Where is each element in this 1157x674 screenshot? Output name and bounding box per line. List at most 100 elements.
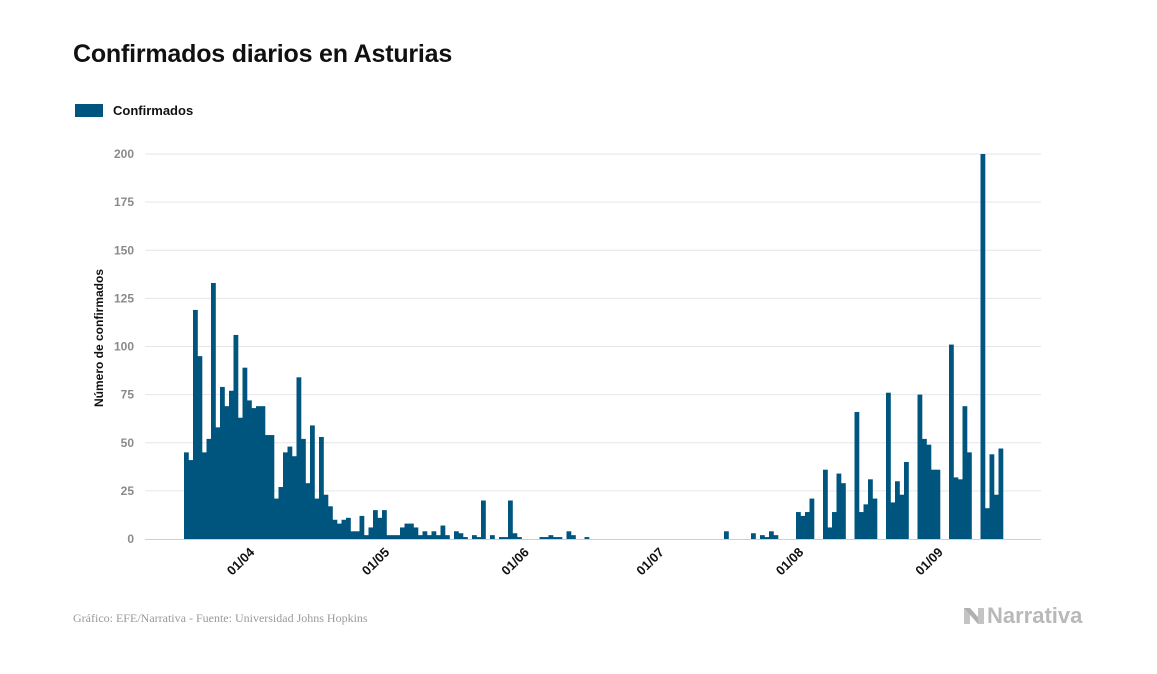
bar xyxy=(377,517,383,539)
bar xyxy=(283,452,288,539)
bar xyxy=(409,523,414,539)
bar xyxy=(436,535,441,539)
source-note: Gráfico: EFE/Narrativa - Fuente: Univers… xyxy=(73,611,368,625)
bar xyxy=(386,535,392,539)
bar xyxy=(508,500,513,539)
bar xyxy=(584,537,590,539)
y-tick-label: 125 xyxy=(114,291,134,305)
bar xyxy=(481,500,486,539)
bar xyxy=(310,425,315,539)
bar xyxy=(211,282,216,539)
bar xyxy=(314,498,320,539)
bar xyxy=(962,406,968,539)
bar xyxy=(197,356,203,539)
x-axis-ticks: 01/04 01/05 01/06 01/07 01/08 01/09 xyxy=(224,544,946,578)
y-tick-label: 50 xyxy=(121,436,135,450)
bar xyxy=(418,535,423,539)
bar xyxy=(773,535,779,539)
bar xyxy=(404,523,410,539)
bar xyxy=(364,535,369,539)
bar xyxy=(949,344,954,539)
bar xyxy=(796,512,801,539)
bar xyxy=(989,454,995,539)
bar xyxy=(301,438,306,539)
bar xyxy=(224,406,230,539)
bar xyxy=(337,523,342,539)
bar xyxy=(958,479,963,539)
bar xyxy=(931,469,936,539)
chart-title: Confirmados diarios en Asturias xyxy=(73,40,453,68)
bar xyxy=(458,533,464,539)
bar xyxy=(926,444,932,539)
bar xyxy=(980,154,986,539)
bar xyxy=(395,535,401,539)
bar xyxy=(251,408,257,539)
bar xyxy=(953,477,959,539)
bar xyxy=(904,462,909,539)
bar xyxy=(922,438,927,539)
bar xyxy=(440,525,446,539)
bar xyxy=(427,535,432,539)
bar xyxy=(823,469,828,539)
bar xyxy=(800,515,806,539)
bar xyxy=(359,515,365,539)
bar xyxy=(202,452,207,539)
bars xyxy=(184,154,1004,539)
bar xyxy=(247,400,252,539)
bar xyxy=(422,531,428,539)
bar xyxy=(985,508,990,539)
bar xyxy=(184,452,189,539)
bar xyxy=(557,537,563,539)
bar xyxy=(854,411,860,539)
bar xyxy=(539,537,545,539)
bar xyxy=(233,334,239,539)
bar xyxy=(323,494,329,539)
bar xyxy=(265,435,270,539)
bar xyxy=(517,537,522,539)
bar xyxy=(287,446,293,539)
bar xyxy=(391,535,396,539)
bar xyxy=(512,533,518,539)
bar xyxy=(229,390,234,539)
y-axis-ticks: 0 25 50 75 100 125 150 175 200 xyxy=(114,147,134,546)
bar xyxy=(859,512,864,539)
bar xyxy=(373,510,378,539)
bar xyxy=(400,527,405,539)
bar xyxy=(571,535,576,539)
bar xyxy=(751,533,756,539)
bar xyxy=(242,367,248,539)
bar xyxy=(899,494,905,539)
bar xyxy=(305,483,311,539)
y-tick-label: 175 xyxy=(114,195,134,209)
bar xyxy=(872,498,878,539)
bar xyxy=(769,531,774,539)
bar xyxy=(832,512,837,539)
x-tick-label: 01/07 xyxy=(633,545,667,579)
legend-label: Confirmados xyxy=(113,103,194,118)
bar xyxy=(841,483,846,539)
bar xyxy=(836,473,842,539)
legend: Confirmados xyxy=(75,103,193,118)
bar xyxy=(220,386,225,539)
y-axis-label: Número de confirmados xyxy=(92,269,106,407)
bar xyxy=(278,487,284,539)
bar xyxy=(998,448,1004,539)
bar xyxy=(868,479,873,539)
x-tick-label: 01/04 xyxy=(224,544,258,578)
y-tick-label: 25 xyxy=(121,484,135,498)
bar xyxy=(863,504,869,539)
bar xyxy=(760,535,765,539)
bar xyxy=(917,394,923,539)
bar xyxy=(935,469,941,539)
bar xyxy=(346,517,351,539)
bar xyxy=(341,519,347,539)
bar xyxy=(454,531,459,539)
bar xyxy=(274,498,279,539)
bar xyxy=(269,435,275,539)
y-tick-label: 0 xyxy=(127,532,134,546)
y-tick-label: 150 xyxy=(114,243,134,257)
narrativa-n-logo-icon xyxy=(964,608,984,624)
bar xyxy=(296,377,302,539)
x-tick-label: 01/06 xyxy=(498,545,532,579)
